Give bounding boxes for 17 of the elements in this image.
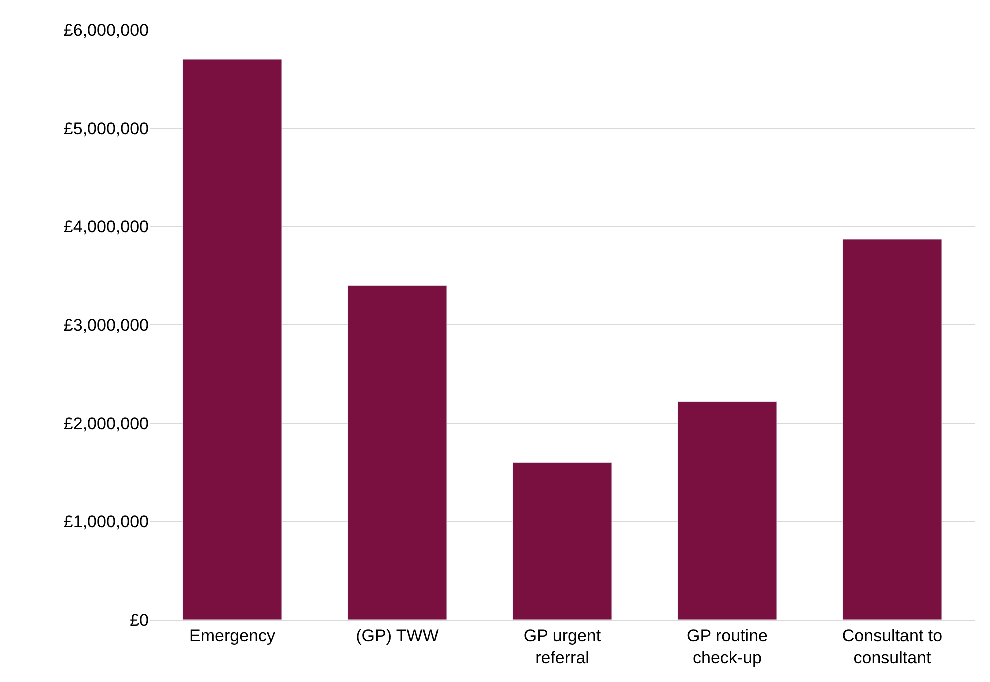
y-tick-label: £6,000,000 — [64, 20, 149, 40]
x-tick-label: Emergency — [190, 626, 276, 646]
y-tick-label: £0 — [130, 610, 149, 630]
bar — [512, 462, 612, 620]
y-tick-label: £1,000,000 — [64, 512, 149, 532]
bar — [678, 401, 778, 620]
y-tick-label: £3,000,000 — [64, 316, 149, 335]
x-tick-label: Consultant to consultant — [842, 626, 943, 668]
x-tick-label: GP routine check-up — [687, 626, 768, 668]
y-tick-label: £5,000,000 — [64, 119, 149, 138]
bar — [842, 239, 942, 620]
bar — [182, 59, 282, 620]
y-tick-label: £2,000,000 — [64, 414, 149, 434]
y-tick-label: £4,000,000 — [64, 218, 149, 237]
bar — [348, 285, 448, 620]
x-tick-label: GP urgent referral — [524, 626, 602, 668]
x-tick-label: (GP) TWW — [356, 626, 439, 646]
